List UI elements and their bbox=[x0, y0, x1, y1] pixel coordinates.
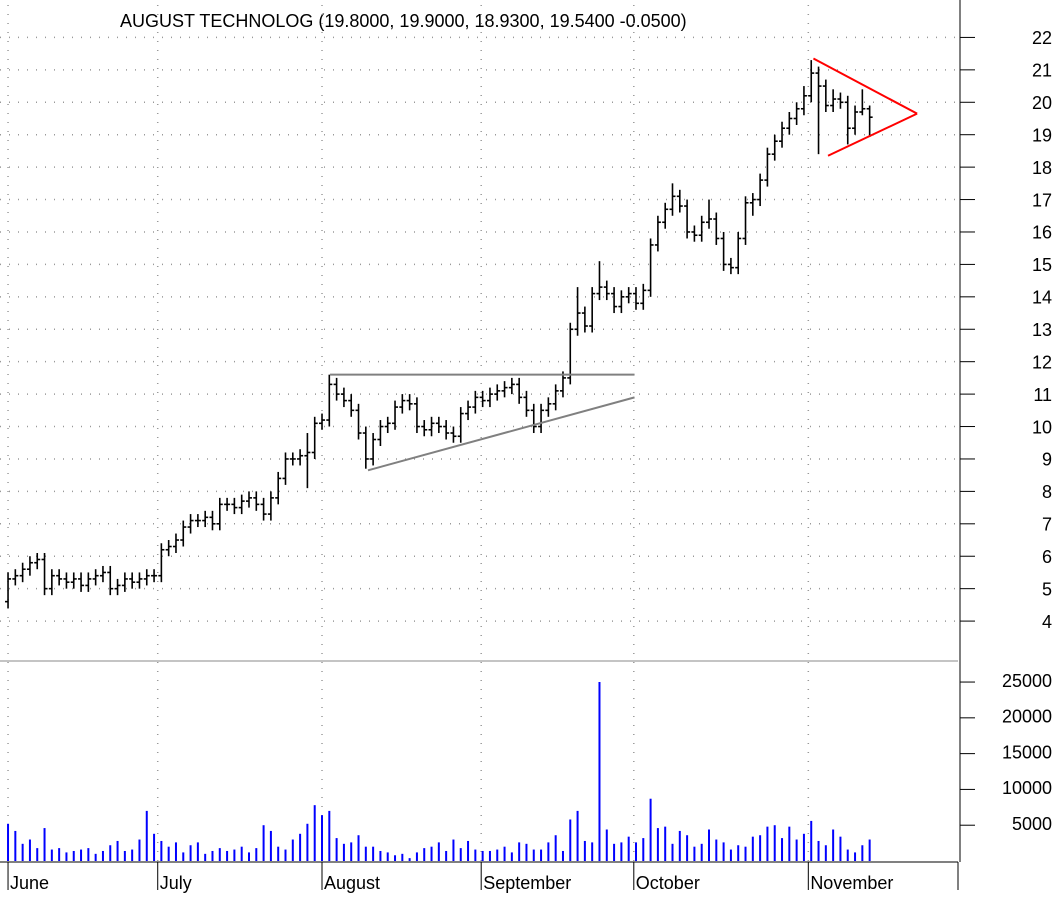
y-tick-label: 10000 bbox=[1002, 778, 1052, 798]
y-tick-label: 10 bbox=[1032, 417, 1052, 437]
y-tick-label: 9 bbox=[1042, 450, 1052, 470]
y-tick-label: 8 bbox=[1042, 482, 1052, 502]
y-tick-label: 20000 bbox=[1002, 707, 1052, 727]
trend-line bbox=[827, 112, 918, 157]
x-tick-label: July bbox=[160, 873, 192, 893]
y-tick-label: 4 bbox=[1042, 612, 1052, 632]
y-tick-label: 11 bbox=[1033, 385, 1052, 405]
y-tick-label: 13 bbox=[1032, 320, 1052, 340]
y-tick-label: 25000 bbox=[1002, 671, 1052, 691]
x-tick-label: September bbox=[483, 873, 571, 893]
y-tick-label: 14 bbox=[1032, 288, 1052, 308]
x-tick-label: August bbox=[324, 873, 380, 893]
y-tick-label: 7 bbox=[1042, 515, 1052, 535]
x-tick-label: October bbox=[636, 873, 700, 893]
y-tick-label: 17 bbox=[1032, 190, 1052, 210]
y-tick-label: 21 bbox=[1032, 61, 1052, 81]
x-tick-label: November bbox=[810, 873, 893, 893]
y-tick-label: 5 bbox=[1042, 579, 1052, 599]
y-tick-label: 15 bbox=[1032, 255, 1052, 275]
y-tick-label: 22 bbox=[1032, 28, 1052, 48]
chart-legend: AUGUST TECHNOLOG (19.8000, 19.9000, 18.9… bbox=[120, 11, 687, 31]
y-tick-label: 19 bbox=[1032, 125, 1052, 145]
y-tick-label: 5000 bbox=[1012, 814, 1052, 834]
y-tick-label: 20 bbox=[1032, 93, 1052, 113]
y-tick-label: 12 bbox=[1032, 352, 1052, 372]
y-tick-label: 6 bbox=[1042, 547, 1052, 567]
trend-line bbox=[812, 57, 918, 115]
y-tick-label: 16 bbox=[1032, 223, 1052, 243]
y-tick-label: 15000 bbox=[1002, 742, 1052, 762]
x-tick-label: June bbox=[10, 873, 49, 893]
y-tick-label: 18 bbox=[1032, 158, 1052, 178]
trend-line bbox=[367, 396, 635, 472]
